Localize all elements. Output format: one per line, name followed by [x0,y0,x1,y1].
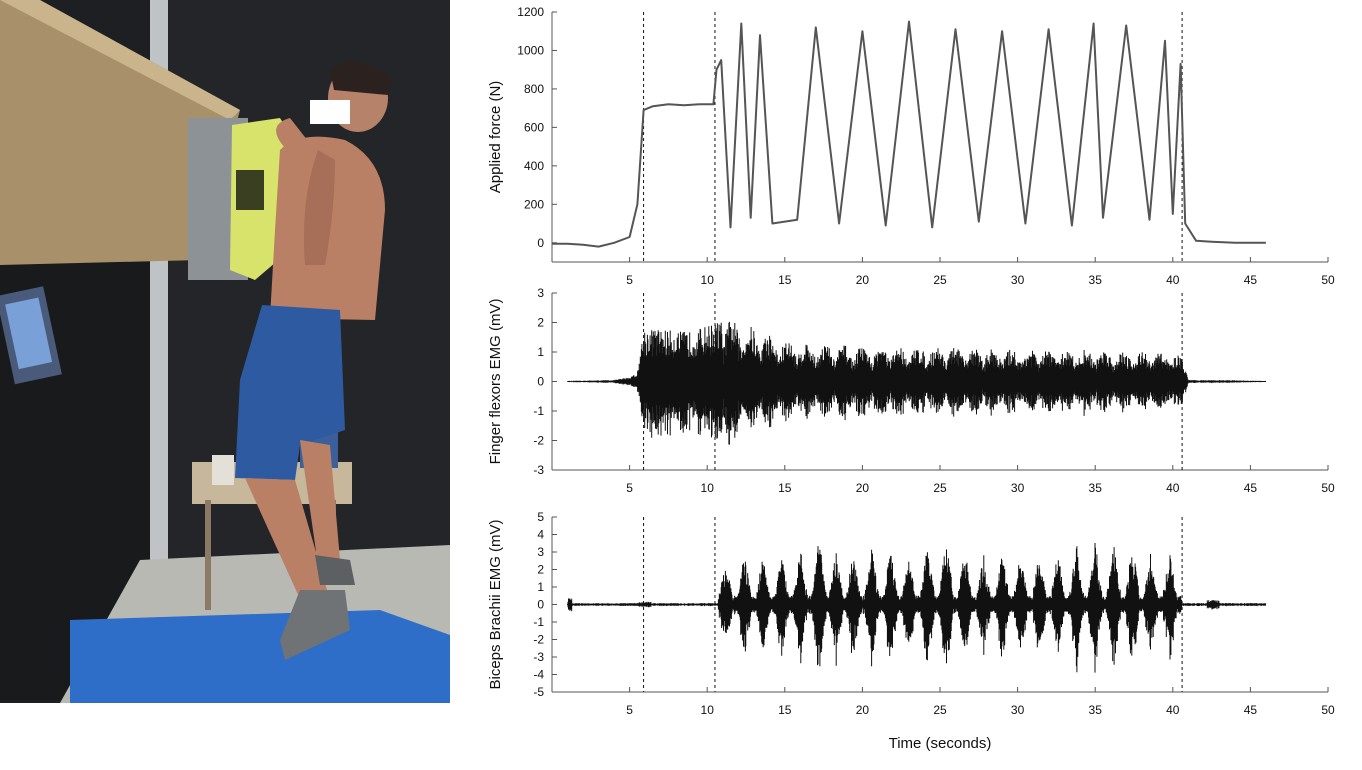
x-tick-label: 30 [1011,273,1025,287]
y-tick-label: 5 [537,510,544,524]
y-tick-label: -5 [533,685,544,699]
x-tick-label: 35 [1089,481,1103,495]
x-tick-label: 45 [1244,703,1258,717]
x-tick-label: 25 [933,703,947,717]
y-tick-label: 1000 [517,43,544,57]
x-tick-label: 5 [626,703,633,717]
x-tick-label: 20 [856,273,870,287]
y-axis-label: Finger flexors EMG (mV) [487,299,504,465]
y-tick-label: 1 [537,580,544,594]
y-tick-label: 4 [537,528,544,542]
x-tick-label: 40 [1166,481,1180,495]
y-tick-label: 3 [537,286,544,300]
x-tick-label: 50 [1321,703,1335,717]
x-tick-label: 20 [856,703,870,717]
y-tick-label: 0 [537,375,544,389]
x-tick-label: 50 [1321,273,1335,287]
y-tick-label: -3 [533,650,544,664]
x-tick-label: 15 [778,273,792,287]
y-axis-label: Biceps Brachii EMG (mV) [487,519,504,689]
x-tick-label: 40 [1166,703,1180,717]
x-tick-label: 35 [1089,703,1103,717]
y-tick-label: 600 [524,120,544,134]
y-tick-label: 1200 [517,5,544,19]
y-tick-label: 0 [537,236,544,250]
x-tick-label: 50 [1321,481,1335,495]
force-series-line [552,20,1266,248]
x-tick-label: 10 [701,273,715,287]
y-tick-label: 0 [537,598,544,612]
biceps-brachii-emg-signal [567,543,1266,673]
y-tick-label: 200 [524,197,544,211]
y-tick-label: -3 [533,463,544,477]
x-axis-label: Time (seconds) [889,735,992,752]
x-tick-label: 40 [1166,273,1180,287]
y-tick-label: 3 [537,545,544,559]
x-tick-label: 10 [701,703,715,717]
y-axis-label: Applied force (N) [487,81,504,194]
x-tick-label: 25 [933,481,947,495]
x-tick-label: 10 [701,481,715,495]
finger-flexors-emg-signal [567,321,1266,445]
y-tick-label: 2 [537,563,544,577]
x-tick-label: 5 [626,273,633,287]
x-tick-label: 15 [778,481,792,495]
x-tick-label: 45 [1244,273,1258,287]
x-tick-label: 5 [626,481,633,495]
y-tick-label: -1 [533,404,544,418]
y-tick-label: 1 [537,345,544,359]
x-tick-label: 35 [1089,273,1103,287]
y-tick-label: -2 [533,434,544,448]
y-tick-label: 400 [524,159,544,173]
y-tick-label: 2 [537,316,544,330]
y-tick-label: 800 [524,82,544,96]
x-tick-label: 30 [1011,703,1025,717]
x-tick-label: 20 [856,481,870,495]
x-tick-label: 45 [1244,481,1258,495]
x-tick-label: 25 [933,273,947,287]
x-tick-label: 30 [1011,481,1025,495]
applied-force-panel: 0 200 400 600 800 1000 1200 5 10 15 20 25 30 35 40 45 50… [487,5,1335,287]
x-tick-label: 15 [778,703,792,717]
climber-photo [0,0,450,703]
y-tick-label: -1 [533,615,544,629]
y-tick-label: -4 [533,668,544,682]
y-tick-label: -2 [533,633,544,647]
